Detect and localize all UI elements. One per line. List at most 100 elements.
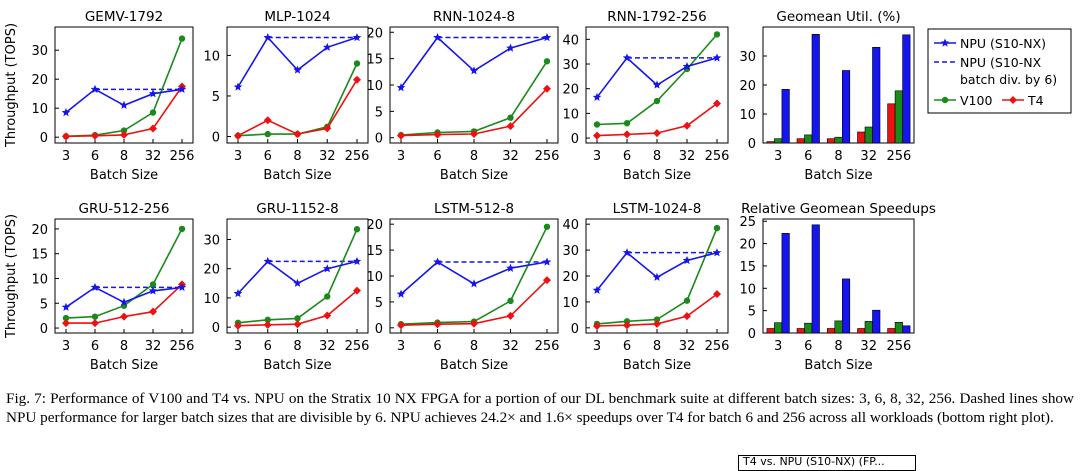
point-t4 bbox=[62, 319, 70, 328]
bar-npu bbox=[811, 224, 820, 334]
x-tick-label: 6 bbox=[433, 339, 441, 354]
legend-t4-marker bbox=[1009, 96, 1017, 104]
point-t4 bbox=[593, 131, 601, 140]
point-t4 bbox=[593, 322, 601, 331]
y-tick-label: 15 bbox=[366, 244, 383, 259]
bar-v100 bbox=[834, 320, 843, 334]
point-t4 bbox=[713, 290, 721, 299]
plot-frame bbox=[389, 218, 559, 334]
point-npu bbox=[90, 282, 100, 291]
chart-panel-4: RNN-1792-256 Batch Size 0 10 20 30 40 3 6 8 32 256 bbox=[562, 9, 729, 183]
point-npu bbox=[148, 89, 158, 98]
x-tick-label: 8 bbox=[653, 339, 661, 354]
bar-v100 bbox=[894, 321, 903, 334]
series-line-v100 bbox=[596, 33, 718, 126]
bar-npu bbox=[902, 34, 911, 144]
point-t4 bbox=[293, 130, 302, 139]
y-axis-label: Throughput (TOPS) bbox=[4, 23, 19, 148]
x-tick-label: 3 bbox=[593, 149, 601, 164]
chart-title: MLP-1024 bbox=[264, 9, 330, 25]
point-v100 bbox=[294, 315, 301, 322]
point-npu bbox=[682, 256, 692, 265]
x-tick-label: 3 bbox=[397, 149, 405, 164]
chart-panel-9: LSTM-1024-8 Batch Size 0 10 20 30 40 3 6 8 32 256 bbox=[562, 201, 729, 373]
series-line-npu bbox=[400, 261, 548, 295]
y-tick-label: 15 bbox=[366, 53, 383, 68]
point-t4 bbox=[234, 321, 242, 330]
y-tick-label: 0 bbox=[212, 321, 220, 336]
point-t4 bbox=[683, 312, 691, 321]
point-v100 bbox=[120, 127, 128, 134]
point-v100 bbox=[653, 316, 661, 323]
point-npu bbox=[506, 43, 515, 52]
point-t4 bbox=[683, 121, 691, 130]
point-t4 bbox=[263, 320, 272, 329]
x-tick-label: 6 bbox=[264, 149, 272, 164]
point-t4 bbox=[293, 320, 302, 329]
x-tick-label: 8 bbox=[120, 339, 128, 354]
point-npu bbox=[592, 92, 602, 101]
bar-t4 bbox=[826, 138, 836, 144]
y-tick-label: 0 bbox=[40, 322, 48, 337]
point-v100 bbox=[149, 109, 157, 116]
x-tick-label: 256 bbox=[345, 339, 370, 354]
y-tick-label: 10 bbox=[562, 107, 579, 122]
x-tick-label: 32 bbox=[145, 149, 162, 164]
point-t4 bbox=[353, 286, 361, 295]
point-t4 bbox=[713, 99, 721, 108]
x-tick-label: 3 bbox=[397, 339, 405, 354]
point-v100 bbox=[713, 31, 721, 38]
chart-panel-3: RNN-1024-8 Batch Size 0 5 10 15 20 3 6 8 32 256 bbox=[366, 9, 559, 183]
x-tick-label: 8 bbox=[120, 149, 128, 164]
point-t4 bbox=[91, 131, 99, 140]
bar-v100 bbox=[834, 136, 843, 144]
bar-npu bbox=[811, 33, 820, 144]
bar-npu bbox=[781, 233, 790, 334]
x-tick-label: 32 bbox=[679, 149, 696, 164]
point-t4 bbox=[470, 319, 478, 328]
point-npu bbox=[352, 256, 362, 265]
point-v100 bbox=[683, 297, 691, 304]
figure: GEMV-1792 Batch Size Throughput (TOPS) 0 10 2… bbox=[4, 9, 1072, 373]
x-axis-label: Batch Size bbox=[90, 358, 158, 373]
point-t4 bbox=[623, 321, 631, 330]
point-t4 bbox=[433, 320, 442, 329]
bar-t4 bbox=[796, 328, 805, 334]
point-npu bbox=[542, 33, 552, 42]
point-v100 bbox=[713, 224, 721, 232]
x-tick-label: 256 bbox=[170, 149, 195, 164]
bar-v100 bbox=[894, 90, 903, 144]
point-t4 bbox=[653, 319, 661, 328]
bar-v100 bbox=[774, 138, 783, 144]
chart-panel-1: GEMV-1792 Batch Size Throughput (TOPS) 0 10 2… bbox=[4, 9, 194, 183]
bar-npu bbox=[841, 278, 851, 334]
point-npu bbox=[396, 289, 406, 298]
chart-panel-2: MLP-1024 Batch Size 0 5 10 3 6 8 32 256 bbox=[203, 9, 369, 183]
y-tick-label: 10 bbox=[366, 270, 383, 285]
x-tick-label: 32 bbox=[319, 149, 336, 164]
x-tick-label: 3 bbox=[234, 149, 242, 164]
x-axis-label: Batch Size bbox=[440, 358, 508, 373]
chart-title: LSTM-512-8 bbox=[434, 201, 514, 217]
x-tick-label: 3 bbox=[234, 339, 242, 354]
bar-v100 bbox=[804, 134, 813, 144]
x-tick-label: 8 bbox=[470, 339, 478, 354]
x-tick-label: 256 bbox=[705, 339, 730, 354]
point-npu bbox=[542, 257, 552, 266]
x-tick-label: 32 bbox=[679, 339, 696, 354]
point-v100 bbox=[507, 297, 514, 305]
x-tick-label: 6 bbox=[264, 339, 272, 354]
point-t4 bbox=[506, 311, 515, 320]
point-v100 bbox=[178, 225, 186, 233]
x-tick-label: 8 bbox=[293, 149, 301, 164]
legend-t4-label: T4 bbox=[1027, 93, 1044, 108]
point-t4 bbox=[397, 321, 405, 330]
legend-v100-marker bbox=[941, 96, 949, 104]
y-tick-label: 10 bbox=[562, 296, 579, 311]
point-npu bbox=[233, 289, 243, 298]
x-tick-label: 32 bbox=[502, 339, 519, 354]
point-npu bbox=[119, 297, 129, 306]
y-tick-label: 10 bbox=[366, 79, 383, 94]
legend-npu-label: NPU (S10-NX) bbox=[960, 36, 1046, 51]
point-npu bbox=[148, 286, 158, 295]
